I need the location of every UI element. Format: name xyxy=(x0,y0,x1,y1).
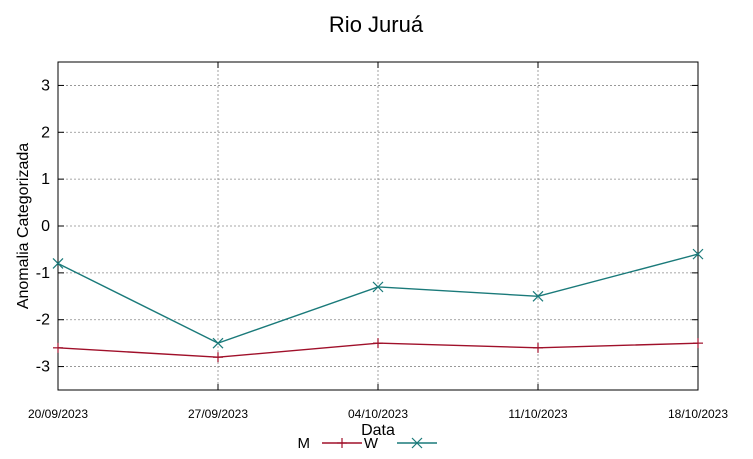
y-axis-ticks: -3 -2 -1 0 1 2 3 xyxy=(36,77,698,376)
data-point-m xyxy=(373,338,383,349)
y-tick-label: 2 xyxy=(41,124,50,141)
x-tick-label: 27/09/2023 xyxy=(188,407,248,421)
legend-marker-w xyxy=(411,437,423,449)
data-point-m xyxy=(693,338,703,349)
data-point-w xyxy=(692,248,704,260)
x-tick-label: 20/09/2023 xyxy=(28,407,88,421)
y-tick-label: -2 xyxy=(36,312,50,329)
legend-label-m: M xyxy=(298,435,311,452)
x-axis-ticks: 20/09/2023 27/09/2023 04/10/2023 11/10/2023… xyxy=(28,62,728,421)
x-tick-label: 11/10/2023 xyxy=(508,407,567,421)
data-point-w xyxy=(212,337,224,349)
data-point-w xyxy=(372,281,384,293)
legend-marker-m xyxy=(337,438,347,448)
y-tick-label: -1 xyxy=(36,265,50,282)
x-axis-label: Data xyxy=(361,422,395,439)
data-point-m xyxy=(53,342,63,353)
y-tick-label: 1 xyxy=(41,171,50,188)
chart-title: Rio Juruá xyxy=(329,12,424,37)
y-axis-label: Anomalia Categorizada xyxy=(15,143,32,309)
series-group xyxy=(52,248,704,363)
data-point-w xyxy=(532,290,544,302)
y-tick-label: 3 xyxy=(41,77,50,94)
y-tick-label: 0 xyxy=(41,218,50,235)
x-tick-label: 18/10/2023 xyxy=(668,407,728,421)
x-tick-label: 04/10/2023 xyxy=(348,407,408,421)
y-tick-label: -3 xyxy=(36,359,50,376)
data-point-w xyxy=(52,258,64,269)
data-point-m xyxy=(533,342,543,353)
data-point-m xyxy=(213,352,223,363)
legend-label-w: W xyxy=(364,435,379,452)
